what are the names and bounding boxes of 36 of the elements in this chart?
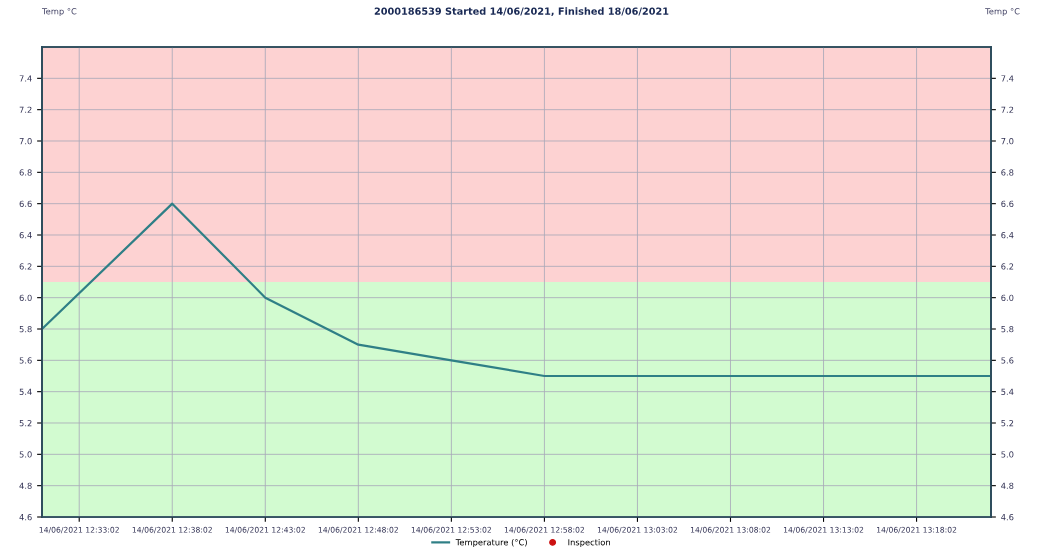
- line-series: [42, 202, 991, 378]
- y-tick-label: 7.2: [19, 106, 32, 113]
- y-tick-label: 5.4: [19, 388, 32, 395]
- y2-tick-label: 6.4: [1001, 231, 1014, 239]
- y2-tick-label: 4.6: [1001, 513, 1014, 521]
- y2-tick-label: 5.0: [1001, 451, 1014, 458]
- y2-tick-label: 5.8: [1001, 325, 1014, 333]
- y-tick-label: 5.2: [19, 419, 32, 427]
- y-tick-label: 6.2: [19, 263, 32, 270]
- y2-tick-label: 6.0: [1001, 294, 1014, 301]
- y-tick-label: 6.8: [19, 169, 32, 176]
- y2-tick-label: 6.8: [1001, 169, 1014, 176]
- y-tick-label: 7.4: [19, 75, 32, 82]
- y-tick-label: 5.0: [19, 451, 32, 458]
- y2-tick-label: 7.0: [1001, 137, 1014, 145]
- y-axis-title: Temp °C: [41, 8, 77, 17]
- y-tick-label: 5.8: [19, 325, 32, 333]
- legend-label: Temperature (°C): [455, 538, 527, 548]
- y2-tick-label: 5.2: [1001, 419, 1014, 427]
- y2-axis-title: Temp °C: [985, 8, 1020, 17]
- y-tick-label: 7.0: [19, 137, 32, 145]
- y-tick-label: 6.0: [19, 294, 32, 301]
- y-tick-label: 4.8: [19, 482, 32, 489]
- y2-tick-label: 4.8: [1001, 482, 1014, 489]
- y2-tick-label: 7.2: [1001, 106, 1014, 113]
- y-tick-label: 6.4: [19, 231, 32, 239]
- y-tick-label: 6.6: [19, 200, 32, 207]
- chart-title: 2000186539 Started 14/06/2021, Finished 18/06/2021: [374, 7, 669, 17]
- legend-label: Inspection: [568, 538, 610, 548]
- y2-tick-label: 7.4: [1001, 75, 1014, 82]
- y-tick-label: 5.6: [19, 357, 32, 364]
- y2-tick-label: 6.2: [1001, 263, 1014, 270]
- y-tick-label: 4.6: [19, 513, 32, 521]
- y2-tick-label: 5.6: [1001, 357, 1014, 364]
- y2-tick-label: 5.4: [1001, 388, 1014, 395]
- y2-tick-label: 6.6: [1001, 200, 1014, 207]
